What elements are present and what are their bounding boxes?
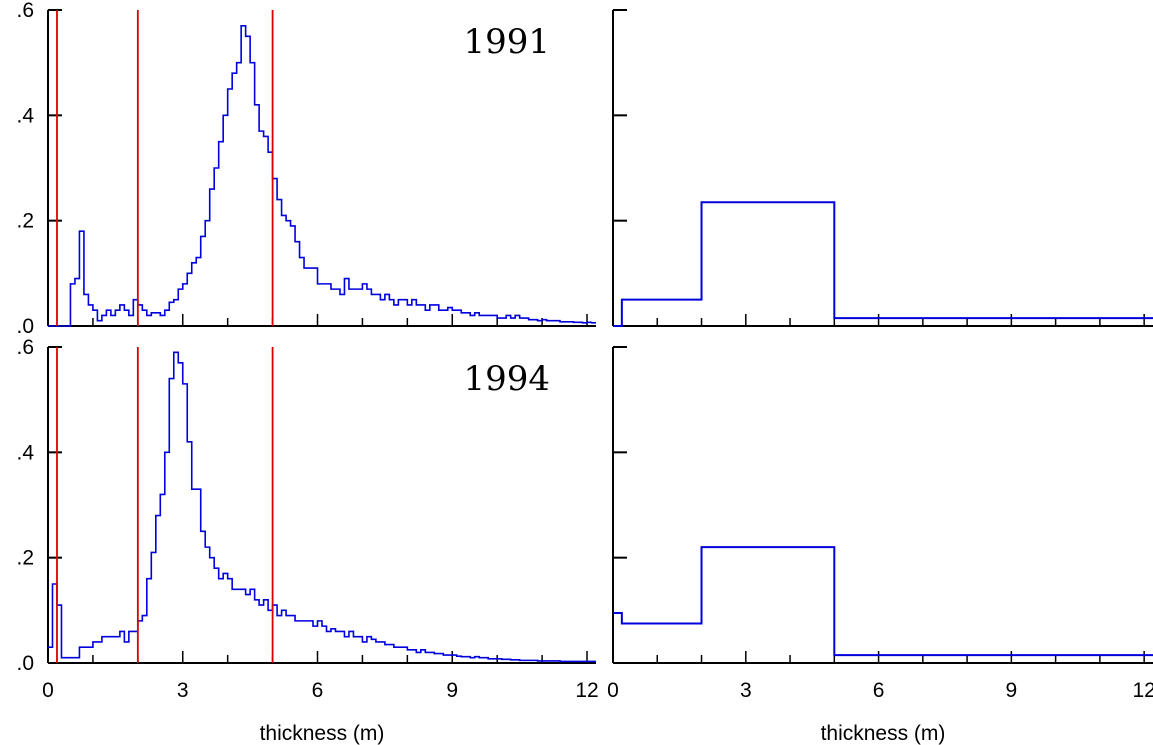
x-tick-label: 0 bbox=[607, 679, 619, 702]
y-tick-label: .2 bbox=[16, 210, 34, 233]
binned-step-series bbox=[613, 201, 1153, 327]
year-label: 1991 bbox=[463, 22, 550, 62]
x-tick-label: 12 bbox=[1132, 679, 1153, 702]
panel-top-left: .0 .2 .4 .6 1991 bbox=[16, 0, 596, 338]
x-tick-label: 9 bbox=[446, 679, 458, 702]
x-tick-label: 9 bbox=[1006, 679, 1018, 702]
year-label: 1994 bbox=[463, 359, 550, 399]
y-tick-label: .0 bbox=[16, 315, 34, 338]
y-tick-label: .2 bbox=[16, 547, 34, 570]
y-tick-label: .4 bbox=[16, 104, 34, 127]
panel-bottom-left: .0 .2 .4 .6 0 3 6 9 12 thickness (m) 1994 bbox=[16, 336, 598, 745]
histogram-series bbox=[48, 25, 596, 327]
panel-bottom-right: 0 3 6 9 12 thickness (m) bbox=[607, 346, 1153, 745]
x-tick-label: 6 bbox=[312, 679, 324, 702]
x-tick-label: 6 bbox=[873, 679, 885, 702]
y-tick-label: .6 bbox=[16, 0, 34, 22]
binned-step-series bbox=[613, 546, 1153, 657]
x-tick-label: 3 bbox=[177, 679, 189, 702]
histogram-series bbox=[48, 351, 596, 663]
panel-top-right bbox=[612, 9, 1153, 327]
y-tick-label: .0 bbox=[16, 652, 34, 675]
y-tick-label: .4 bbox=[16, 441, 34, 464]
x-tick-label: 3 bbox=[740, 679, 752, 702]
x-tick-label: 12 bbox=[575, 679, 598, 702]
y-tick-label: .6 bbox=[16, 336, 34, 359]
x-axis-title: thickness (m) bbox=[821, 722, 946, 745]
x-tick-label: 0 bbox=[42, 679, 54, 702]
x-axis-title: thickness (m) bbox=[260, 722, 385, 745]
